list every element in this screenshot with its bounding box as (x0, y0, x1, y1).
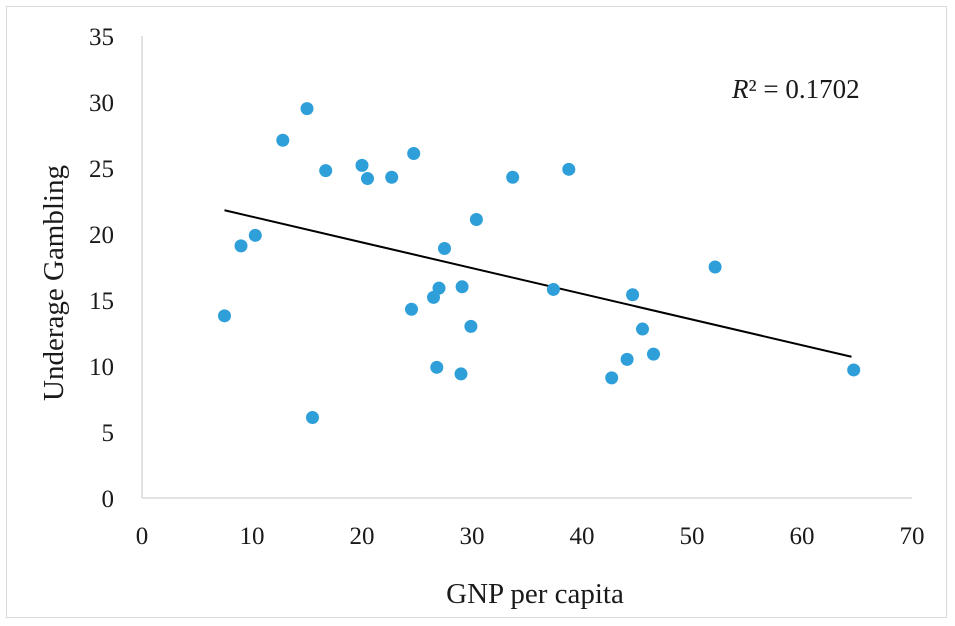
data-point (407, 146, 421, 160)
x-tick-label: 40 (570, 523, 595, 550)
data-point (234, 239, 248, 253)
data-points (218, 102, 861, 424)
data-point (636, 322, 649, 336)
x-tick-label: 10 (240, 523, 265, 550)
data-point (562, 162, 576, 176)
y-tick-label: 5 (102, 420, 115, 447)
x-tick-label: 70 (900, 523, 925, 550)
y-tick-label: 15 (89, 288, 114, 315)
data-point (454, 367, 468, 381)
y-tick-label: 0 (102, 486, 115, 513)
data-point (319, 164, 333, 178)
data-point (626, 288, 640, 302)
data-point (248, 228, 262, 242)
r-squared-symbol: R (731, 74, 749, 104)
x-tick-labels: 0 10 20 30 40 50 60 70 (136, 523, 925, 550)
data-point (430, 360, 444, 374)
data-point (276, 133, 290, 147)
data-point (355, 158, 369, 172)
data-point (647, 347, 660, 361)
data-point (464, 319, 478, 333)
x-tick-label: 60 (790, 523, 815, 550)
data-point (620, 352, 634, 366)
x-axis-title: GNP per capita (446, 578, 624, 610)
data-point (405, 302, 418, 316)
x-tick-label: 50 (680, 523, 705, 550)
r-squared-annotation: R² = 0.1702 (731, 74, 860, 104)
data-point (306, 410, 319, 424)
data-point (218, 309, 231, 323)
data-point (546, 282, 560, 296)
data-point (506, 170, 520, 184)
data-point (469, 212, 483, 226)
axes (141, 36, 912, 499)
y-tick-labels: 0 5 10 15 20 25 30 35 (89, 24, 114, 513)
data-point (455, 280, 469, 294)
y-tick-label: 30 (89, 90, 114, 117)
trendline (224, 209, 852, 358)
data-point (385, 170, 399, 184)
x-tick-label: 20 (350, 523, 375, 550)
y-tick-label: 20 (89, 222, 114, 249)
data-point (847, 363, 861, 377)
y-axis-title: Underage Gambling (38, 165, 70, 401)
chart-frame (6, 6, 947, 618)
y-tick-label: 35 (89, 24, 114, 51)
data-point (432, 281, 446, 295)
data-point (438, 242, 451, 256)
data-point (708, 260, 722, 274)
x-tick-label: 0 (136, 523, 149, 550)
y-tick-label: 10 (89, 354, 114, 381)
data-point (605, 371, 619, 385)
y-tick-label: 25 (89, 156, 114, 183)
x-tick-label: 30 (460, 523, 485, 550)
r-squared-value: ² = 0.1702 (749, 74, 860, 104)
data-point (361, 172, 374, 186)
data-point (300, 102, 314, 116)
